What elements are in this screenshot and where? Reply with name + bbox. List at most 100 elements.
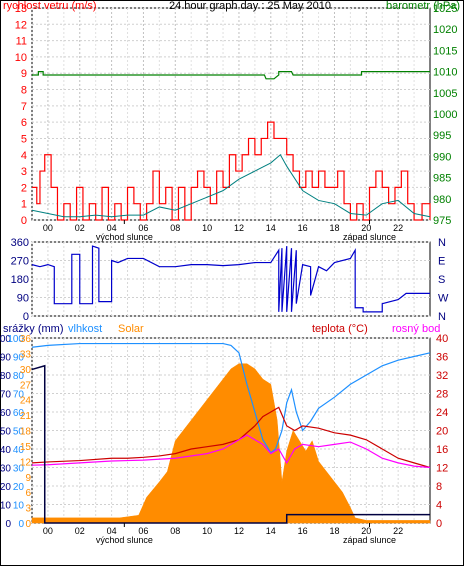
rain-y-tick: 50 [0, 427, 11, 438]
rain-y-tick: 70 [0, 390, 11, 401]
climate-x-tick: 12 [234, 526, 244, 536]
wind-x-tick: 18 [329, 223, 339, 233]
sunset-label: západ slunce [343, 232, 396, 242]
wind-panel-frame [31, 7, 431, 221]
pressure-y-tick: 1000 [433, 109, 457, 121]
wind-direction-line [31, 245, 430, 313]
pressure-y-tick: 980 [433, 194, 451, 206]
direction-y-tick: 90 [17, 293, 29, 305]
humidity-line [31, 342, 431, 454]
solar-y-tick: 6 [25, 488, 31, 499]
rain-y-tick: 60 [0, 408, 11, 419]
wind-y-tick: 11 [16, 36, 27, 48]
wind-x-tick: 16 [298, 223, 308, 233]
temperature-y-tick: 8 [436, 481, 442, 493]
humidity-y-tick: 90 [13, 353, 25, 364]
solar-y-tick: 27 [20, 380, 32, 391]
wind-x-tick: 12 [234, 223, 244, 233]
direction-compass-tick: N [438, 311, 446, 323]
solar-legend: Solar [118, 323, 144, 335]
solar-area [31, 363, 431, 524]
pressure-y-tick: 1020 [433, 24, 457, 36]
temperature-line [31, 406, 431, 469]
solar-y-tick: 9 [25, 473, 31, 484]
climate-x-tick: 02 [75, 526, 85, 536]
temperature-y-tick: 12 [436, 463, 448, 475]
solar-y-tick: 33 [20, 349, 32, 360]
climate-x-tick: 06 [138, 526, 148, 536]
pressure-y-tick: 975 [433, 215, 451, 227]
wind-x-tick: 06 [138, 223, 148, 233]
wind-average-line [31, 153, 431, 218]
wind-y-tick: 3 [21, 166, 27, 178]
pressure-y-tick: 1005 [433, 88, 457, 100]
rain-y-tick: 100 [0, 334, 11, 345]
wind-axis-title: rychlost vetru (m/s) [3, 0, 97, 12]
solar-y-tick: 30 [20, 365, 32, 376]
pressure-y-tick: 1025 [433, 3, 457, 15]
climate-x-tick: 04 [107, 526, 117, 536]
pressure-axis-title: barometr (hPa) [386, 0, 460, 12]
temperature-y-tick: 0 [436, 518, 442, 530]
wind-x-tick: 02 [75, 223, 85, 233]
pressure-y-tick: 995 [433, 130, 451, 142]
solar-y-tick: 18 [20, 427, 32, 438]
temperature-y-tick: 24 [436, 407, 448, 419]
wind-x-tick: 20 [361, 223, 371, 233]
rain-y-tick: 0 [5, 519, 11, 530]
temperature-legend: teplota (°C) [312, 323, 368, 335]
sunset-label: západ slunce [343, 535, 396, 545]
wind-y-tick: 4 [21, 150, 27, 162]
wind-y-tick: 2 [21, 182, 27, 194]
rain-y-tick: 40 [0, 445, 11, 456]
climate-x-tick: 10 [202, 526, 212, 536]
rain-line [31, 364, 430, 524]
direction-y-tick: 180 [11, 274, 29, 286]
temperature-y-tick: 20 [436, 426, 448, 438]
wind-y-tick: 12 [15, 19, 27, 31]
direction-compass-tick: W [438, 293, 449, 305]
dewpoint-legend: rosný bod [392, 323, 440, 335]
wind-y-tick: 7 [21, 101, 27, 113]
wind-x-tick: 10 [202, 223, 212, 233]
solar-y-tick: 21 [20, 411, 32, 422]
temperature-y-tick: 40 [436, 333, 448, 345]
temperature-y-tick: 28 [436, 389, 448, 401]
wind-x-tick: 08 [170, 223, 180, 233]
direction-compass-tick: N [438, 237, 446, 249]
humidity-y-tick: 10 [13, 501, 25, 512]
temperature-y-tick: 16 [436, 444, 448, 456]
humidity-y-tick: 50 [13, 427, 25, 438]
sunrise-label: východ slunce [96, 232, 153, 242]
wind-x-tick: 00 [43, 223, 53, 233]
pressure-y-tick: 1010 [433, 67, 457, 79]
humidity-y-tick: 60 [13, 408, 25, 419]
wind-gust-line [32, 121, 431, 221]
solar-y-tick: 12 [20, 457, 32, 468]
pressure-y-tick: 990 [433, 151, 451, 163]
direction-y-tick: 270 [11, 256, 29, 268]
solar-y-tick: 36 [20, 334, 32, 345]
pressure-y-tick: 985 [433, 173, 451, 185]
wind-y-tick: 6 [21, 117, 27, 129]
solar-y-tick: 24 [20, 396, 32, 407]
solar-y-tick: 0 [25, 519, 31, 530]
direction-y-tick: 0 [23, 311, 29, 323]
temperature-y-tick: 32 [436, 370, 448, 382]
sunrise-label: východ slunce [96, 535, 153, 545]
rain-y-tick: 80 [0, 371, 11, 382]
humidity-y-tick: 80 [13, 371, 25, 382]
solar-y-tick: 15 [20, 442, 32, 453]
direction-compass-tick: E [438, 256, 445, 268]
humidity-y-tick: 0 [18, 519, 24, 530]
dewpoint-line [31, 434, 431, 469]
wind-y-tick: 0 [21, 215, 27, 227]
wind-y-tick: 10 [15, 52, 27, 64]
rain-y-tick: 30 [0, 464, 11, 475]
rain-y-tick: 10 [0, 501, 11, 512]
wind-x-tick: 04 [107, 223, 117, 233]
climate-x-tick: 22 [393, 526, 403, 536]
humidity-y-tick: 100 [7, 334, 24, 345]
